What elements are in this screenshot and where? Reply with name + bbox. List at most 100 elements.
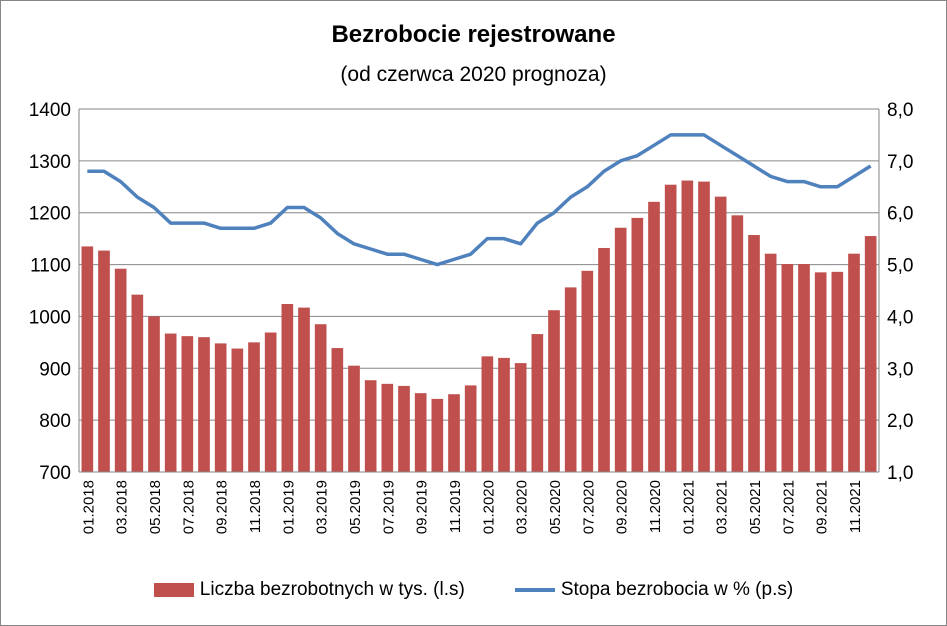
rate-line	[87, 133, 872, 267]
bar	[598, 247, 610, 472]
bar	[814, 272, 827, 472]
bar	[548, 310, 560, 472]
y-tick-right: 5,0	[887, 256, 913, 277]
x-tick-label: 05.2018	[147, 480, 164, 534]
chart-title: Bezrobocie rejestrowane	[331, 21, 616, 48]
y-tick-left: 1400	[29, 100, 71, 121]
bar	[181, 336, 194, 472]
bar	[864, 236, 877, 472]
bar	[648, 201, 660, 472]
x-tick-label: 07.2021	[780, 480, 797, 534]
bar	[764, 253, 777, 472]
x-tick-label: 09.2019	[414, 480, 431, 534]
bar	[364, 380, 377, 472]
y-tick-right: 1,0	[887, 463, 913, 484]
bar	[81, 246, 94, 472]
bar	[298, 307, 310, 472]
legend-label: Liczba bezrobotnych w tys. (l.s)	[199, 579, 465, 600]
bar	[781, 264, 794, 472]
bar	[114, 268, 127, 472]
y-tick-left: 700	[39, 463, 71, 484]
bar	[681, 180, 694, 472]
bar	[748, 235, 760, 472]
bar	[614, 227, 627, 472]
bar	[264, 332, 277, 472]
y-tick-right: 2,0	[887, 411, 913, 432]
x-tick-label: 07.2018	[180, 480, 197, 534]
chart-subtitle: (od czerwca 2020 prognoza)	[340, 63, 607, 86]
bar	[531, 334, 544, 472]
bar	[198, 337, 210, 472]
bar	[848, 253, 860, 472]
x-tick-label: 05.2019	[347, 480, 364, 534]
x-tick-label: 09.2021	[814, 480, 831, 534]
legend-swatch-bar	[153, 583, 194, 597]
legend-label: Stopa bezrobocia w % (p.s)	[560, 579, 794, 600]
bar	[631, 217, 644, 472]
bar	[498, 357, 510, 472]
y-tick-left: 800	[39, 411, 71, 432]
x-tick-label: 07.2020	[580, 480, 597, 534]
bar	[164, 333, 177, 472]
bar	[431, 398, 444, 472]
y-tick-left: 1100	[30, 256, 71, 277]
x-tick-label: 05.2020	[547, 480, 564, 534]
bar	[348, 365, 360, 472]
bar	[514, 363, 527, 472]
y-tick-right: 8,0	[887, 100, 913, 121]
y-tick-right: 7,0	[887, 152, 913, 173]
x-tick-label: 09.2020	[614, 480, 631, 534]
x-tick-label: 11.2019	[447, 480, 464, 533]
x-tick-label: 07.2019	[380, 480, 397, 534]
legend-item-unemployed: Liczba bezrobotnych w tys. (l.s)	[153, 579, 465, 601]
x-tick-label: 03.2018	[114, 480, 131, 534]
y-tick-right: 4,0	[887, 307, 913, 328]
bar	[448, 394, 460, 472]
bar	[714, 196, 727, 473]
bar	[148, 316, 160, 472]
bar	[564, 287, 577, 472]
bar	[331, 348, 344, 472]
x-tick-label: 05.2021	[747, 480, 764, 534]
bar	[398, 385, 410, 472]
legend-swatch-line	[514, 588, 555, 592]
bar	[314, 324, 327, 472]
bar	[98, 250, 110, 472]
x-tick-label: 01.2019	[280, 480, 297, 534]
bar	[214, 343, 227, 472]
bar	[281, 303, 294, 472]
x-tick-label: 09.2018	[214, 480, 231, 534]
bar	[798, 264, 810, 472]
bar	[464, 385, 477, 472]
legend-item-rate: Stopa bezrobocia w % (p.s)	[514, 579, 794, 601]
x-tick-label: 03.2020	[514, 480, 531, 534]
bar	[131, 294, 144, 472]
bar	[698, 181, 710, 472]
y-tick-right: 6,0	[887, 204, 913, 225]
bar	[248, 342, 260, 472]
x-tick-label: 11.2018	[247, 480, 264, 533]
x-tick-label: 11.2020	[647, 480, 664, 533]
x-tick-label: 03.2019	[314, 480, 331, 534]
y-tick-left: 1000	[29, 307, 71, 328]
legend: Liczba bezrobotnych w tys. (l.s) Stopa b…	[1, 579, 946, 601]
x-tick-label: 03.2021	[714, 480, 731, 534]
y-tick-left: 1300	[29, 152, 71, 173]
x-tick-label: 11.2021	[847, 480, 864, 533]
x-tick-label: 01.2018	[80, 480, 97, 534]
bar	[231, 348, 244, 472]
bar	[831, 271, 844, 472]
x-tick-label: 01.2020	[480, 480, 497, 534]
x-tick-label: 01.2021	[680, 480, 697, 534]
bar	[581, 270, 594, 472]
bar	[481, 356, 494, 472]
bar	[731, 215, 744, 473]
bar	[664, 184, 677, 472]
y-tick-right: 3,0	[887, 359, 913, 380]
bar	[381, 383, 394, 472]
y-tick-left: 900	[39, 359, 71, 380]
y-tick-left: 1200	[29, 204, 71, 225]
bar	[414, 393, 427, 472]
